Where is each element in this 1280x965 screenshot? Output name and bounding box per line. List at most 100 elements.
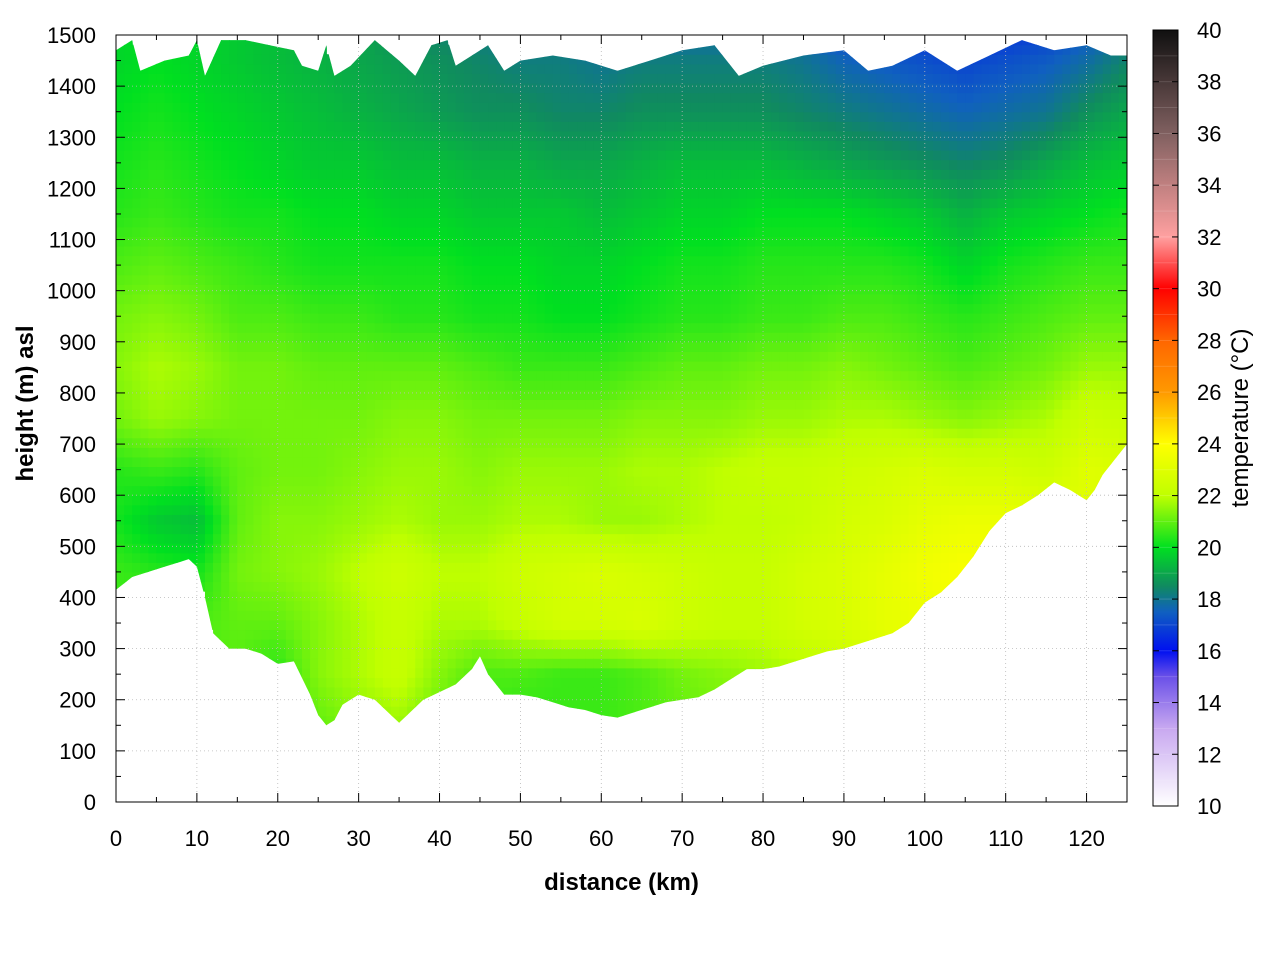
heatmap-cell	[164, 293, 174, 305]
heatmap-cell	[528, 600, 538, 611]
heatmap-cell	[552, 265, 562, 276]
heatmap-cell	[326, 217, 335, 228]
heatmap-cell	[277, 380, 287, 391]
heatmap-cell	[690, 370, 699, 381]
heatmap-cell	[326, 447, 335, 458]
heatmap-cell	[593, 197, 602, 209]
heatmap-cell	[253, 639, 263, 650]
heatmap-cell	[293, 92, 303, 103]
heatmap-cell	[463, 293, 473, 305]
heatmap-cell	[585, 130, 594, 142]
heatmap-cell	[366, 265, 376, 276]
heatmap-cell	[358, 207, 368, 218]
heatmap-cell	[399, 380, 408, 391]
heatmap-cell	[229, 485, 238, 496]
heatmap-cell	[407, 341, 416, 352]
heatmap-cell	[641, 648, 651, 659]
heatmap-cell	[682, 44, 691, 55]
heatmap-cell	[213, 322, 222, 333]
heatmap-cell	[407, 92, 416, 103]
heatmap-cell	[674, 54, 683, 65]
heatmap-cell	[390, 360, 400, 372]
heatmap-cell	[512, 130, 521, 142]
heatmap-cell	[439, 44, 449, 55]
heatmap-cell	[124, 418, 133, 429]
heatmap-cell	[536, 495, 546, 506]
heatmap-cell	[455, 150, 465, 161]
heatmap-cell	[641, 619, 651, 631]
heatmap-cell	[520, 428, 530, 439]
heatmap-cell	[488, 313, 497, 324]
heatmap-cell	[204, 322, 214, 333]
heatmap-cell	[552, 706, 562, 717]
heatmap-cell	[293, 351, 303, 362]
heatmap-cell	[164, 207, 174, 218]
heatmap-cell	[520, 523, 530, 535]
heatmap-cell	[593, 408, 602, 420]
heatmap-cell	[455, 677, 465, 688]
heatmap-cell	[568, 169, 578, 180]
heatmap-cell	[374, 706, 384, 717]
heatmap-cell	[269, 188, 279, 199]
heatmap-cell	[293, 600, 303, 611]
heatmap-cell	[536, 313, 546, 324]
heatmap-cell	[245, 274, 255, 285]
heatmap-cell	[568, 360, 578, 372]
heatmap-cell	[690, 226, 699, 237]
heatmap-cell	[180, 207, 190, 218]
heatmap-cell	[431, 418, 441, 429]
heatmap-cell	[488, 102, 497, 113]
heatmap-cell	[536, 82, 546, 94]
heatmap-cell	[544, 514, 554, 525]
heatmap-cell	[358, 571, 368, 583]
heatmap-cell	[399, 619, 408, 631]
heatmap-cell	[665, 639, 675, 650]
heatmap-cell	[334, 284, 344, 295]
heatmap-cell	[455, 466, 465, 477]
heatmap-cell	[698, 380, 708, 391]
heatmap-cell	[423, 150, 433, 161]
heatmap-cell	[544, 313, 554, 324]
heatmap-cell	[593, 380, 602, 391]
heatmap-cell	[431, 40, 441, 46]
heatmap-cell	[124, 456, 133, 468]
heatmap-cell	[302, 543, 311, 554]
heatmap-cell	[593, 130, 602, 142]
heatmap-cell	[293, 197, 303, 209]
heatmap-cell	[665, 456, 675, 468]
heatmap-cell	[617, 236, 627, 247]
heatmap-cell	[342, 476, 352, 487]
heatmap-cell	[277, 495, 287, 506]
heatmap-cell	[568, 159, 578, 170]
heatmap-cell	[293, 533, 303, 544]
heatmap-cell	[690, 111, 699, 122]
heatmap-cell	[496, 341, 505, 352]
heatmap-cell	[302, 169, 311, 180]
heatmap-cell	[455, 504, 465, 515]
heatmap-cell	[479, 102, 489, 113]
heatmap-cell	[350, 140, 360, 151]
heatmap-cell	[180, 102, 190, 113]
heatmap-cell	[447, 63, 457, 74]
heatmap-cell	[156, 447, 166, 458]
heatmap-cell	[399, 591, 408, 602]
heatmap-cell	[415, 639, 424, 650]
heatmap-cell	[245, 102, 255, 113]
heatmap-cell	[172, 82, 182, 94]
heatmap-cell	[544, 639, 554, 650]
heatmap-cell	[140, 360, 149, 372]
heatmap-cell	[124, 207, 133, 218]
heatmap-cell	[431, 495, 441, 506]
heatmap-cell	[471, 255, 481, 266]
heatmap-cell	[601, 188, 610, 199]
heatmap-cell	[593, 428, 602, 439]
heatmap-cell	[698, 322, 708, 333]
heatmap-cell	[148, 495, 158, 506]
heatmap-cell	[625, 591, 635, 602]
heatmap-cell	[431, 111, 441, 122]
heatmap-cell	[399, 629, 408, 640]
heatmap-cell	[342, 456, 352, 468]
heatmap-cell	[261, 495, 271, 506]
heatmap-cell	[674, 169, 683, 180]
heatmap-cell	[706, 456, 716, 468]
